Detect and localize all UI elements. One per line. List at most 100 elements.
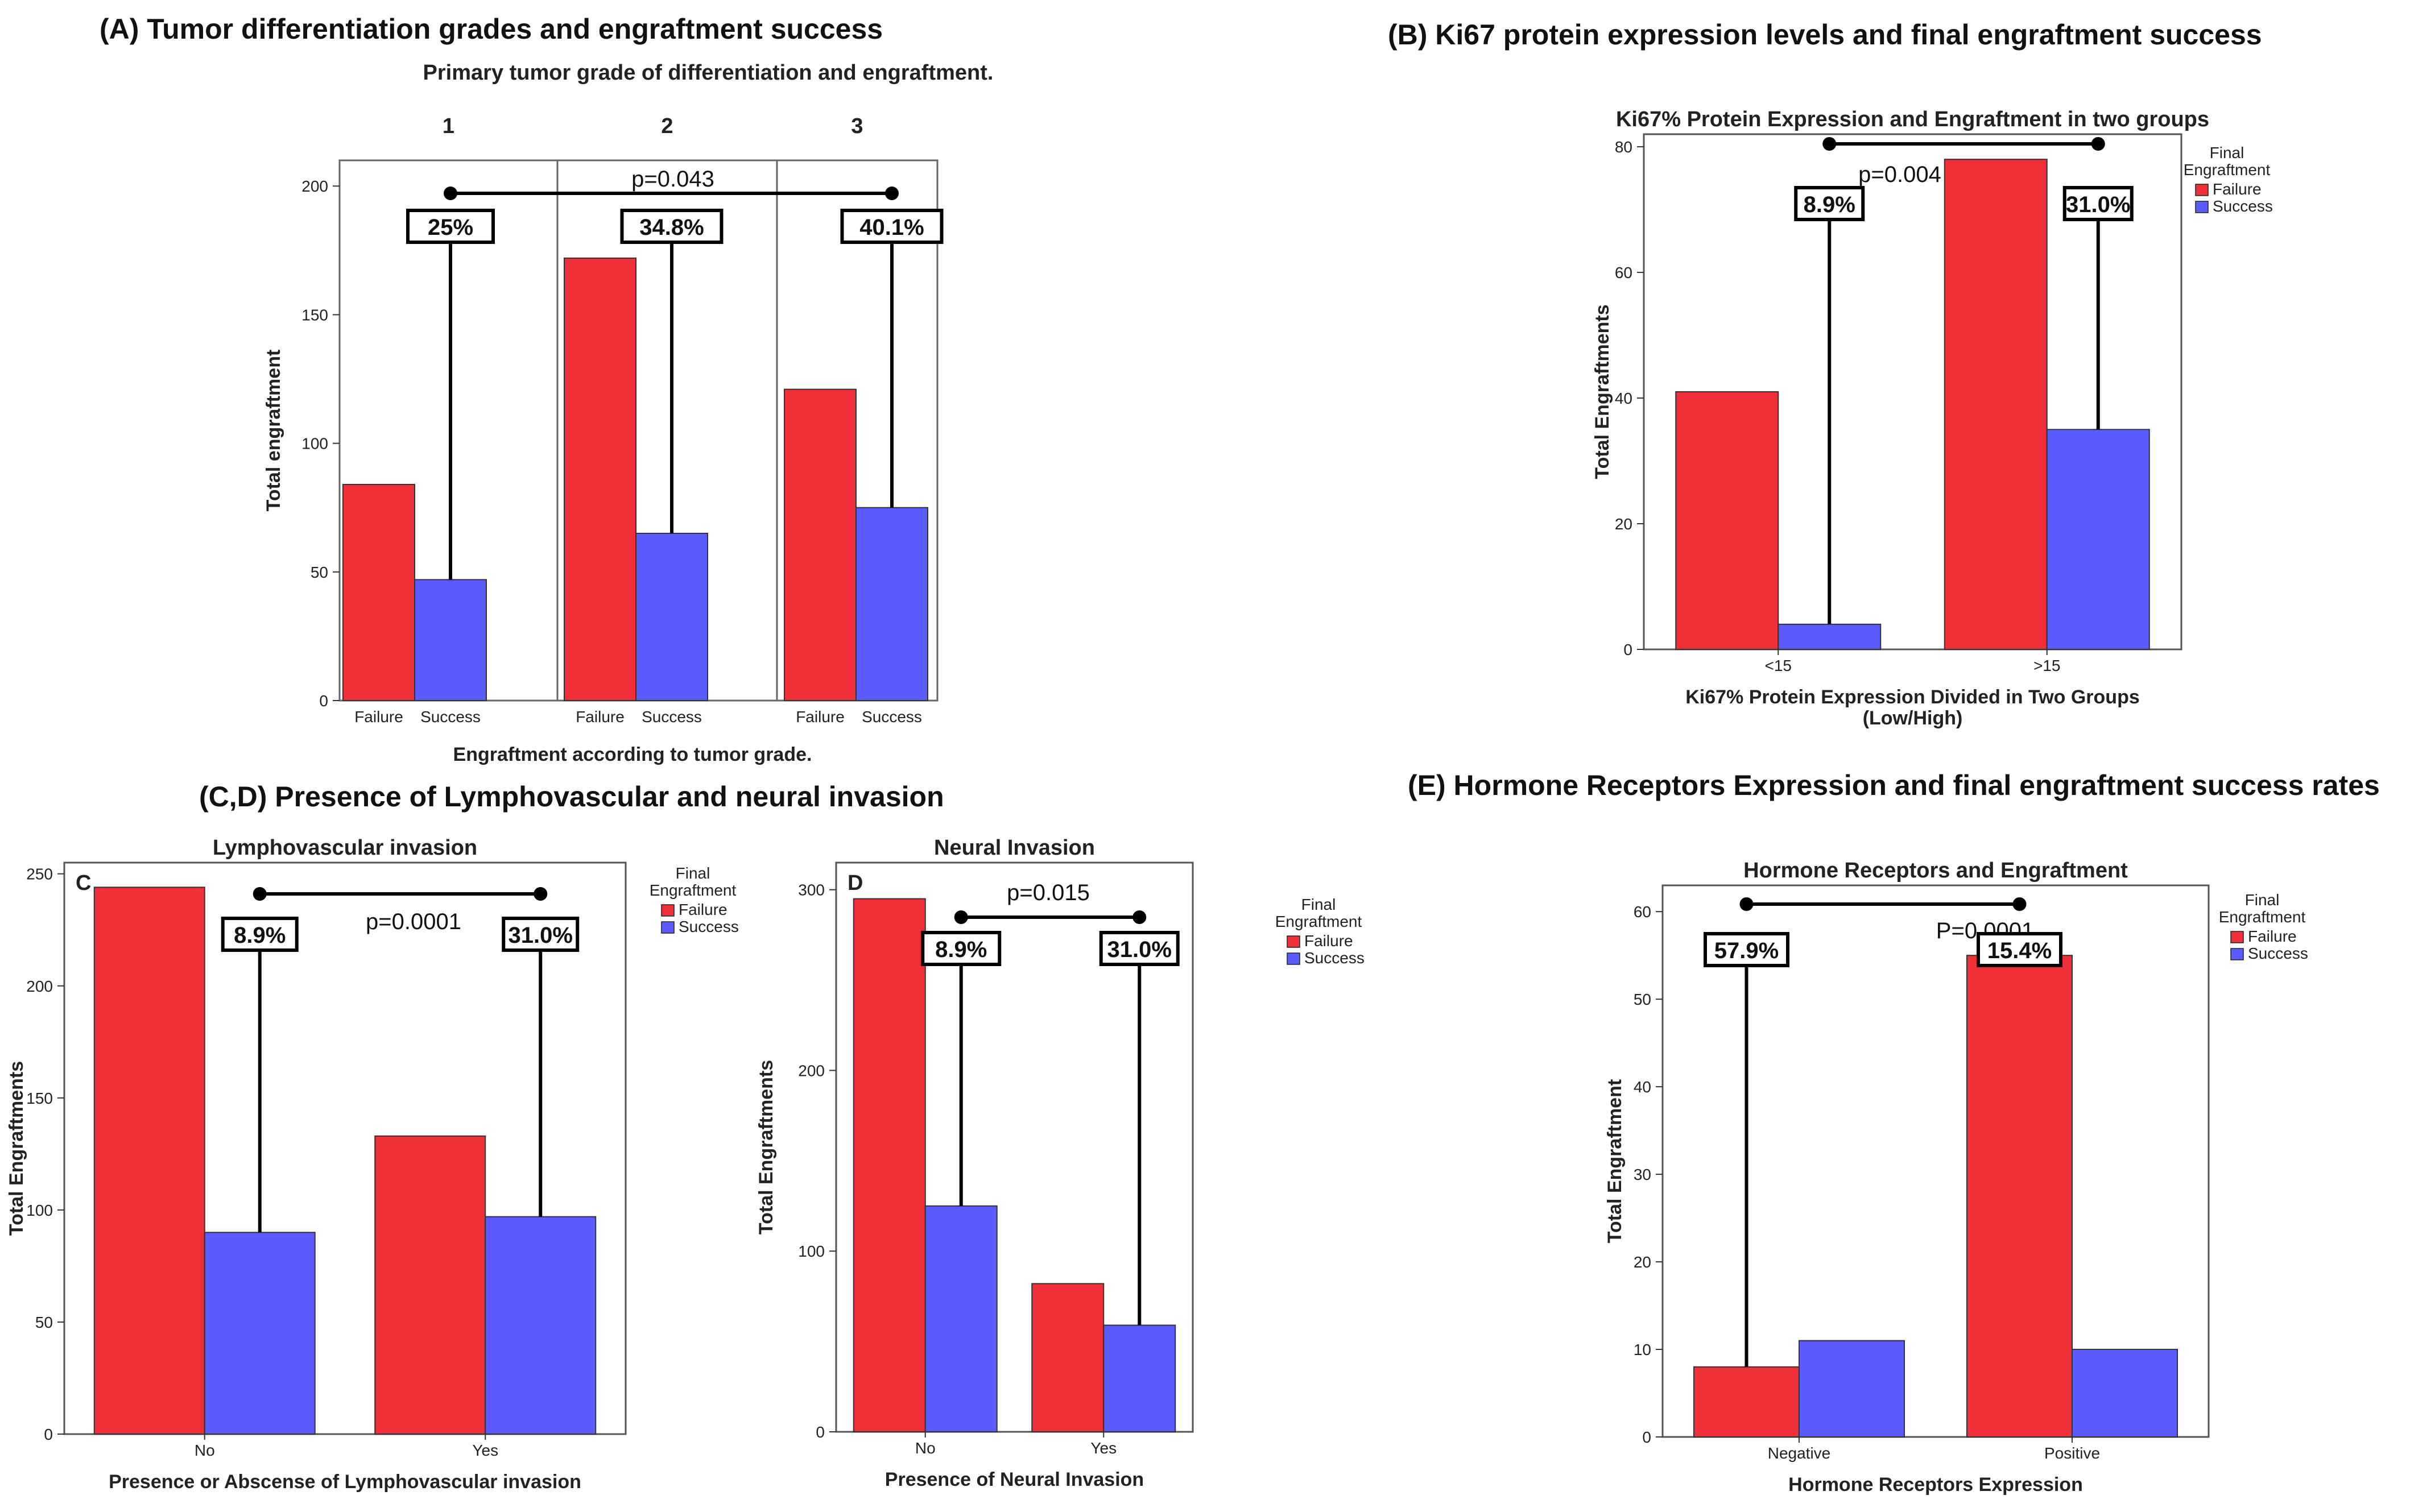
chart-b-annotation-1: 31.0% xyxy=(2066,192,2130,217)
chart-e-title: Hormone Receptors and Engraftment xyxy=(1743,859,2128,883)
chart-b-xtick-1: >15 xyxy=(2033,657,2061,674)
chart-e-annotation-1-box xyxy=(1977,932,2062,967)
chart-d-title: Neural Invasion xyxy=(934,836,1095,860)
chart-c-pvalue-endpoint-left xyxy=(253,887,267,901)
chart-e-legend-label-failure: Failure xyxy=(2248,927,2297,945)
chart-c-bar-success-0 xyxy=(204,1232,316,1435)
chart-c-pvalue: p=0.0001 xyxy=(366,909,461,934)
chart-c-ylabel: Total Engraftments xyxy=(6,1061,27,1236)
chart-e-legend-swatch-failure xyxy=(2230,931,2244,943)
chart-e-pvalue-endpoint-left xyxy=(1739,897,1754,911)
chart-d-pvalue-endpoint-left xyxy=(954,910,968,924)
chart-e-ytick-6: 60 xyxy=(1634,903,1651,921)
chart-a: Primary tumor grade of differentiation a… xyxy=(263,61,993,765)
chart-b: Ki67% Protein Expression and Engraftment… xyxy=(1591,107,2273,729)
chart-b-ylabel: Total Engraftments xyxy=(1591,304,1613,479)
chart-a-xtick-success-0: Success xyxy=(420,708,481,726)
chart-a-ytick-0: 0 xyxy=(319,692,328,710)
chart-c-legend-label-success: Success xyxy=(679,918,739,935)
chart-e-ytick-1: 10 xyxy=(1634,1341,1651,1358)
chart-b-legend-swatch-failure xyxy=(2195,184,2209,196)
chart-c-bar-failure-0 xyxy=(93,887,205,1435)
chart-e-bar-success-1 xyxy=(2072,1349,2178,1438)
chart-e-xtick-1: Positive xyxy=(2044,1444,2100,1462)
chart-e-bar-success-0 xyxy=(1799,1340,1905,1438)
chart-d-xtick-1: Yes xyxy=(1090,1439,1117,1457)
chart-c-bar-failure-1 xyxy=(374,1135,486,1435)
chart-c-pvalue-endpoint-right xyxy=(534,887,548,901)
chart-b-annotation-1-box xyxy=(2062,186,2134,221)
chart-a-bar-success-1 xyxy=(635,532,708,701)
heading-e: (E) Hormone Receptors Expression and fin… xyxy=(1408,769,2380,801)
chart-b-ytick-3: 60 xyxy=(1615,264,1632,281)
chart-e-ytick-2: 20 xyxy=(1634,1253,1651,1271)
chart-a-bar-failure-0 xyxy=(342,484,415,701)
chart-d-ytick-1: 100 xyxy=(798,1242,825,1260)
chart-d-bar-failure-0 xyxy=(853,898,926,1432)
chart-c-xtick-1: Yes xyxy=(472,1441,498,1459)
chart-b-ytick-4: 80 xyxy=(1615,138,1632,156)
chart-b-legend-label-failure: Failure xyxy=(2213,180,2262,198)
chart-a-xtick-failure-2: Failure xyxy=(796,708,845,726)
chart-c-legend-title-1: Final xyxy=(676,864,710,882)
chart-b-bar-success-0 xyxy=(1777,623,1882,651)
chart-e-ylabel: Total Engraftment xyxy=(1604,1079,1626,1243)
charts-layer: Primary tumor grade of differentiation a… xyxy=(6,61,2308,1496)
chart-e-annotation-0: 57.9% xyxy=(1714,938,1779,963)
chart-c-ytick-3: 150 xyxy=(26,1090,53,1107)
chart-a-bar-success-2 xyxy=(855,507,928,701)
chart-b-xlabel-2: (Low/High) xyxy=(1863,707,1963,729)
chart-d-ytick-0: 0 xyxy=(816,1423,825,1441)
chart-d-pvalue: p=0.015 xyxy=(1007,880,1090,905)
chart-a-ytick-1: 50 xyxy=(311,564,328,581)
chart-d-pvalue-endpoint-right xyxy=(1132,910,1147,924)
chart-b-bar-success-1 xyxy=(2046,429,2150,650)
chart-e-ytick-5: 50 xyxy=(1634,991,1651,1008)
chart-b-annotation-0: 8.9% xyxy=(1804,192,1855,217)
chart-b-legend-title-1: Final xyxy=(2210,144,2244,161)
chart-d-legend-title-1: Final xyxy=(1301,896,1336,913)
heading-a: (A) Tumor differentiation grades and eng… xyxy=(100,13,883,45)
chart-e-xlabel: Hormone Receptors Expression xyxy=(1788,1474,2083,1496)
chart-a-xlabel: Engraftment according to tumor grade. xyxy=(453,744,812,765)
heading-cd: (C,D) Presence of Lymphovascular and neu… xyxy=(199,781,944,813)
chart-e-legend-swatch-success xyxy=(2230,948,2244,960)
chart-d-legend-label-failure: Failure xyxy=(1304,932,1353,950)
chart-b-bar-failure-0 xyxy=(1675,391,1779,650)
chart-c-ytick-4: 200 xyxy=(26,977,53,995)
chart-a-ytick-4: 200 xyxy=(301,177,328,195)
chart-e-legend-title-2: Engraftment xyxy=(2219,908,2306,926)
chart-c-xlabel: Presence or Abscense of Lymphovascular i… xyxy=(109,1471,581,1493)
chart-d-annotation-1: 31.0% xyxy=(1107,937,1172,962)
chart-e-xtick-0: Negative xyxy=(1768,1444,1831,1462)
chart-d: Neural Invasion D 0 100 200 300 No Yes p=0.015 8.… xyxy=(755,836,1365,1490)
chart-c-ytick-2: 100 xyxy=(26,1202,53,1219)
chart-a-annotation-1-box xyxy=(620,209,724,244)
chart-b-legend-title-2: Engraftment xyxy=(2184,161,2271,179)
chart-a-pvalue: p=0.043 xyxy=(631,167,714,192)
chart-b-bar-failure-1 xyxy=(1944,159,2048,650)
chart-d-annotation-0: 8.9% xyxy=(935,937,987,962)
chart-c-ytick-0: 0 xyxy=(44,1426,53,1443)
chart-d-ylabel: Total Engraftments xyxy=(755,1060,777,1235)
chart-e-ytick-4: 40 xyxy=(1634,1078,1651,1096)
chart-d-bar-success-1 xyxy=(1103,1324,1176,1433)
chart-b-xtick-0: <15 xyxy=(1765,657,1792,674)
chart-c-legend-swatch-success xyxy=(661,921,675,934)
chart-d-annotation-1-box xyxy=(1099,931,1180,966)
chart-e-pvalue-endpoint-right xyxy=(2012,897,2027,911)
chart-c-ytick-1: 50 xyxy=(35,1314,53,1331)
chart-a-xtick-failure-0: Failure xyxy=(354,708,403,726)
chart-c-title: Lymphovascular invasion xyxy=(213,836,477,860)
chart-a-ylabel: Total engraftment xyxy=(263,350,284,512)
chart-d-legend-swatch-failure xyxy=(1287,935,1300,948)
chart-a-annotation-2-box xyxy=(840,209,944,244)
chart-e-ytick-0: 0 xyxy=(1642,1428,1651,1446)
chart-d-ytick-2: 200 xyxy=(798,1062,825,1079)
chart-b-pvalue-endpoint-left xyxy=(1822,137,1837,151)
chart-a-bar-failure-2 xyxy=(784,388,857,701)
chart-c-legend-swatch-failure xyxy=(661,904,675,917)
chart-c-ytick-5: 250 xyxy=(26,865,53,883)
chart-e-legend-label-success: Success xyxy=(2248,945,2308,962)
chart-b-pvalue-endpoint-right xyxy=(2091,137,2105,151)
